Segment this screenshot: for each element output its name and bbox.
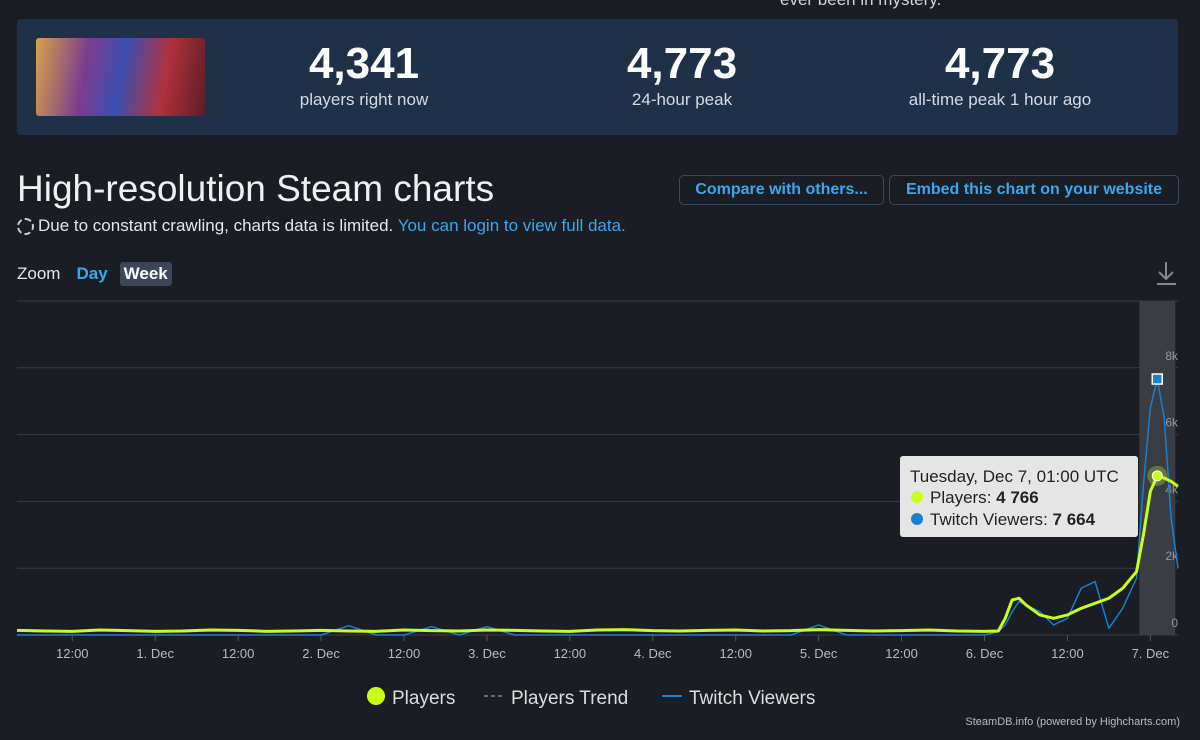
game-image <box>36 38 205 116</box>
login-link[interactable]: You can login to view full data. <box>397 216 626 235</box>
tooltip-name: Twitch Viewers <box>930 510 1043 529</box>
zoom-label: Zoom <box>17 264 61 283</box>
legend-label: Twitch Viewers <box>689 688 815 709</box>
zoom-week[interactable]: Week <box>119 262 172 286</box>
zoom-day[interactable]: Day <box>76 264 108 283</box>
hover-point <box>1151 470 1163 482</box>
legend-swatch <box>367 687 385 705</box>
stat-value: 4,773 <box>944 39 1056 88</box>
x-tick-label: 12:00 <box>222 646 255 661</box>
x-tick-label: 2. Dec <box>302 646 340 661</box>
tooltip-swatch <box>911 513 923 525</box>
credit: SteamDB.info (powered by Highcharts.com) <box>965 716 1180 728</box>
x-tick-label: 12:00 <box>56 646 89 661</box>
tooltip-row: Players: 4 766 <box>930 488 1039 507</box>
y-tick-label: 8k <box>1165 349 1179 363</box>
stats-panel: 4,341 players right now 4,773 24-hour peak… <box>17 19 1178 135</box>
y-tick-label: 0 <box>1171 616 1178 630</box>
tooltip-name: Players <box>930 488 987 507</box>
legend-label: Players Trend <box>511 688 628 709</box>
tooltip-row: Twitch Viewers: 7 664 <box>930 510 1096 529</box>
x-tick-label: 12:00 <box>885 646 918 661</box>
x-tick-label: 4. Dec <box>634 646 672 661</box>
x-tick-label: 6. Dec <box>966 646 1004 661</box>
section-title: High-resolution Steam charts <box>17 168 495 209</box>
series-line <box>16 474 1179 633</box>
legend-label: Players <box>392 688 455 709</box>
notice: Due to constant crawling, charts data is… <box>17 216 626 236</box>
x-tick-label: 12:00 <box>1051 646 1084 661</box>
hover-point <box>1151 373 1164 385</box>
stat: 4,773 all-time peak 1 hour ago <box>850 39 1150 111</box>
x-tick-label: 12:00 <box>388 646 421 661</box>
tooltip-swatch <box>911 491 923 503</box>
x-tick-label: 3. Dec <box>468 646 506 661</box>
download-icon[interactable] <box>1157 262 1176 285</box>
stat: 4,341 players right now <box>214 39 514 111</box>
notice-text: Due to constant crawling, charts data is… <box>38 216 394 235</box>
stat-label: 24-hour peak <box>631 90 733 109</box>
stat-value: 4,341 <box>308 39 420 88</box>
tooltip-box <box>900 456 1138 537</box>
stat-label: all-time peak 1 hour ago <box>908 90 1092 109</box>
tooltip-value: 4 766 <box>996 488 1039 507</box>
y-tick-label: 6k <box>1165 416 1179 430</box>
x-tick-label: 7. Dec <box>1132 646 1170 661</box>
zoom-bar: Zoom Day Week <box>17 262 180 286</box>
x-tick-label: 12:00 <box>554 646 587 661</box>
tooltip-colon: : <box>1043 510 1052 529</box>
stat-value: 4,773 <box>626 39 738 88</box>
x-tick-label: 1. Dec <box>136 646 174 661</box>
x-tick-label: 12:00 <box>719 646 752 661</box>
compare-button[interactable]: Compare with others... <box>679 175 884 205</box>
clipped-text: ever been in mystery. <box>780 0 941 10</box>
x-tick-label: 5. Dec <box>800 646 838 661</box>
notice-icon <box>17 218 34 235</box>
tooltip: Tuesday, Dec 7, 01:00 UTC Players: 4 766 T… <box>900 456 1138 537</box>
stat: 4,773 24-hour peak <box>532 39 832 111</box>
series-line <box>17 378 1179 636</box>
embed-button[interactable]: Embed this chart on your website <box>889 175 1179 205</box>
tooltip-title: Tuesday, Dec 7, 01:00 UTC <box>910 467 1119 486</box>
stat-label: players right now <box>299 90 429 109</box>
tooltip-value: 7 664 <box>1053 510 1096 529</box>
tooltip-colon: : <box>987 488 996 507</box>
